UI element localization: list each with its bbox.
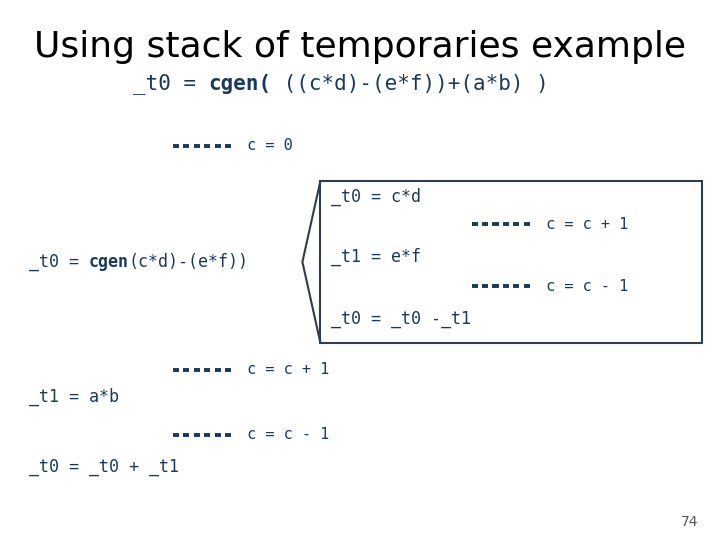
Text: c = 0: c = 0 [238, 138, 293, 153]
Bar [320, 181, 702, 343]
Text: _t0 =: _t0 = [29, 253, 89, 271]
Text: 74: 74 [681, 515, 698, 529]
Text: cgen: cgen [89, 253, 129, 271]
Text: ((c*d)-(e*f))+(a*b) ): ((c*d)-(e*f))+(a*b) ) [271, 73, 549, 94]
Text: _t1 = e*f: _t1 = e*f [331, 247, 421, 266]
Text: _t0 =: _t0 = [133, 73, 209, 94]
Text: _t0 = _t0 -_t1: _t0 = _t0 -_t1 [331, 309, 471, 328]
Text: Using stack of temporaries example: Using stack of temporaries example [34, 30, 686, 64]
Text: c = c - 1: c = c - 1 [537, 279, 629, 294]
Text: c = c + 1: c = c + 1 [238, 362, 330, 377]
Text: c = c + 1: c = c + 1 [537, 217, 629, 232]
Text: (c*d)-(e*f)): (c*d)-(e*f)) [129, 253, 249, 271]
Text: _t0 = c*d: _t0 = c*d [331, 188, 421, 206]
Text: _t1 = a*b: _t1 = a*b [29, 388, 119, 406]
Text: c = c - 1: c = c - 1 [238, 427, 330, 442]
Text: _t0 = _t0 + _t1: _t0 = _t0 + _t1 [29, 458, 179, 476]
Text: cgen(: cgen( [208, 73, 271, 94]
